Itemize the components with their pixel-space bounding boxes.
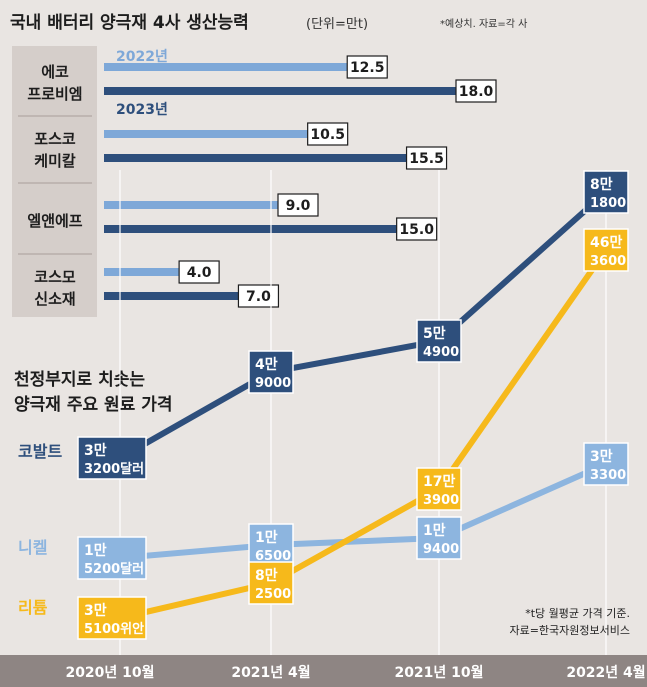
- data-point-box: [248, 523, 294, 567]
- bar-value-label: 4.0: [187, 265, 212, 281]
- bar-chart: 12.5 18.0 10.5 15.5 9.0 15.0 4.0 7.0 2022년 2023년: [104, 49, 497, 308]
- data-label-bottom: 9400: [423, 542, 459, 557]
- data-label-bottom: 3300: [590, 468, 626, 483]
- bar-value-box: [237, 284, 280, 308]
- bar: [104, 201, 282, 209]
- vertical-gridlines: [119, 170, 607, 655]
- data-label-bottom: 4900: [423, 345, 459, 360]
- data-label-bottom: 1800: [590, 196, 626, 211]
- category-label: 포스코: [34, 130, 76, 148]
- bar: [104, 268, 184, 276]
- data-label-top: 3만: [590, 449, 613, 465]
- data-label-top: 1만: [84, 543, 107, 559]
- series-name: 리튬: [18, 598, 48, 617]
- data-label-bottom: 2500: [255, 587, 291, 602]
- x-tick-label: 2020년 10월: [65, 664, 154, 681]
- company-label-panel: [12, 46, 97, 317]
- line-note: *t당 월평균 가격 기준.: [525, 607, 630, 620]
- bar: [104, 225, 401, 233]
- data-label-bottom: 3600: [590, 254, 626, 269]
- bar-value-label: 10.5: [310, 127, 345, 143]
- data-point-box: [583, 228, 629, 272]
- data-point-box: [248, 561, 294, 605]
- bar-value-label: 15.5: [409, 151, 444, 167]
- data-label-top: 1만: [255, 530, 278, 546]
- data-label-top: 17만: [423, 474, 455, 490]
- bar: [104, 130, 312, 138]
- bar-value-label: 9.0: [286, 198, 311, 214]
- bar-value-label: 18.0: [459, 84, 494, 100]
- data-point-box: [77, 536, 147, 580]
- category-label: 코스모: [34, 268, 76, 286]
- bar-value-box: [396, 217, 438, 241]
- legend-2022: 2022년: [116, 49, 168, 65]
- data-label-bottom: 9000: [255, 376, 291, 391]
- line-title-text: 천정부지로 치솟는: [14, 370, 145, 390]
- data-label-top: 3만: [84, 443, 107, 459]
- data-point-box: [583, 442, 629, 486]
- data-label-top: 46만: [590, 235, 622, 251]
- category-label: 신소재: [34, 290, 75, 308]
- bar-value-label: 7.0: [246, 289, 271, 305]
- chart-title: 국내 배터리 양극재 4사 생산능력: [10, 13, 249, 33]
- data-label-bottom: 3200달러: [84, 461, 144, 477]
- legend-2023: 2023년: [116, 102, 168, 118]
- data-label-top: 1만: [423, 523, 446, 539]
- series-line: [119, 248, 609, 621]
- bar: [104, 87, 460, 95]
- bar: [104, 63, 352, 71]
- line-title-text: 양극재 주요 원료 가격: [14, 395, 173, 415]
- bar: [104, 154, 411, 162]
- x-axis-bar: [0, 655, 647, 687]
- x-tick-label: 2021년 10월: [394, 664, 483, 681]
- bar-value-label: 12.5: [350, 60, 385, 76]
- line-chart: 1만 5200달러 1만 6500 1만 9400 3만 3300 3만 5100위안 8만 2500…: [77, 170, 629, 640]
- x-axis-tick-labels: 2020년 10월 2021년 4월 2021년 10월 2022년 4월: [65, 664, 645, 681]
- data-label-top: 3만: [84, 603, 107, 619]
- data-label-bottom: 5200달러: [84, 561, 144, 577]
- category-label: 프로비엠: [27, 85, 82, 103]
- data-point-box: [416, 467, 462, 511]
- data-label-top: 8만: [255, 568, 278, 584]
- data-point-box: [583, 170, 629, 214]
- series-name: 니켈: [18, 538, 47, 557]
- category-label: 엘앤에프: [27, 212, 82, 230]
- bar-value-box: [178, 260, 220, 284]
- bar-value-label: 15.0: [399, 222, 434, 238]
- bar: [104, 292, 243, 300]
- bar-value-box: [346, 55, 388, 79]
- bar-value-box: [307, 122, 349, 146]
- data-point-box: [77, 596, 147, 640]
- bar-value-box: [405, 146, 448, 170]
- data-label-bottom: 3900: [423, 493, 459, 508]
- data-point-box: [416, 516, 462, 560]
- line-source: 자료=한국자원정보서비스: [509, 624, 630, 637]
- series-name: 코발트: [18, 442, 62, 461]
- data-label-top: 5만: [423, 326, 446, 342]
- x-tick-label: 2021년 4월: [231, 664, 310, 681]
- data-point-box: [77, 436, 147, 480]
- data-label-bottom: 6500: [255, 549, 291, 564]
- x-tick-label: 2022년 4월: [566, 664, 645, 681]
- series-line: [118, 189, 608, 461]
- unit-label: (단위=만t): [306, 17, 368, 32]
- data-label-top: 8만: [590, 177, 613, 193]
- category-label: 에코: [41, 63, 69, 81]
- data-point-box: [416, 319, 462, 363]
- data-point-box: [248, 350, 294, 394]
- category-label: 케미칼: [34, 152, 76, 170]
- data-label-bottom: 5100위안: [84, 621, 144, 637]
- bar-value-box: [455, 79, 497, 103]
- data-label-top: 4만: [255, 357, 278, 373]
- series-line: [119, 461, 608, 561]
- bar-value-box: [277, 193, 319, 217]
- header-note: *예상치. 자료=각 사: [440, 18, 527, 30]
